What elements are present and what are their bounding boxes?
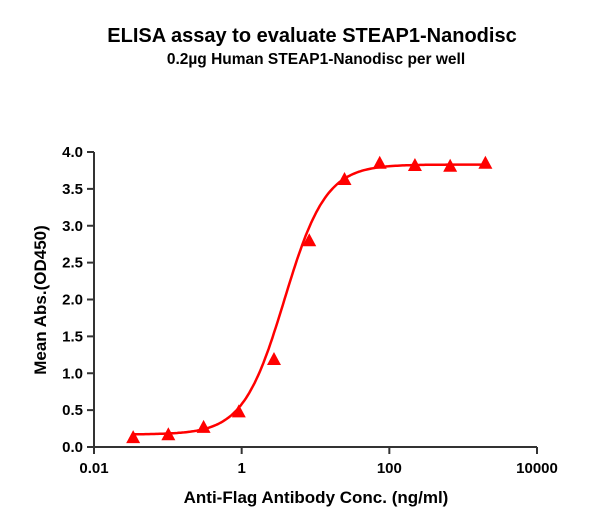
data-point-triangle <box>161 427 176 441</box>
data-point-triangle <box>478 155 493 169</box>
y-tick-label: 1.0 <box>62 365 83 382</box>
y-tick-label: 1.5 <box>62 328 83 345</box>
y-axis-label: Mean Abs.(OD450) <box>31 225 50 375</box>
y-tick-label: 2.5 <box>62 255 83 272</box>
axes: 0.01 1 100 10000 0.0 0.5 1.0 1.5 2.0 2.5 3.0 3.5 4.0 <box>62 144 558 477</box>
data-points <box>126 155 493 444</box>
y-tick-label: 3.5 <box>62 181 83 198</box>
x-tick-label: 10000 <box>516 460 558 477</box>
data-point-triangle <box>266 351 281 365</box>
chart-title: ELISA assay to evaluate STEAP1-Nanodisc <box>107 25 516 47</box>
data-point-triangle <box>302 233 317 247</box>
y-tick-label: 2.0 <box>62 292 83 309</box>
data-point-triangle <box>231 404 246 418</box>
x-tick-label: 1 <box>237 460 245 477</box>
x-tick-label: 100 <box>377 460 402 477</box>
y-tick-label: 0.0 <box>62 439 83 456</box>
x-tick-label: 0.01 <box>79 460 108 477</box>
data-point-triangle <box>443 158 458 172</box>
chart-subtitle: 0.2µg Human STEAP1-Nanodisc per well <box>167 51 465 68</box>
data-point-triangle <box>407 158 422 172</box>
y-tick-label: 4.0 <box>62 144 83 161</box>
data-point-triangle <box>337 172 352 186</box>
data-point-triangle <box>126 430 141 444</box>
fit-curve <box>133 163 486 436</box>
x-axis-label: Anti-Flag Antibody Conc. (ng/ml) <box>184 488 449 507</box>
data-point-triangle <box>196 419 211 433</box>
y-tick-label: 0.5 <box>62 402 83 419</box>
y-tick-label: 3.0 <box>62 218 83 235</box>
data-point-triangle <box>372 155 387 169</box>
